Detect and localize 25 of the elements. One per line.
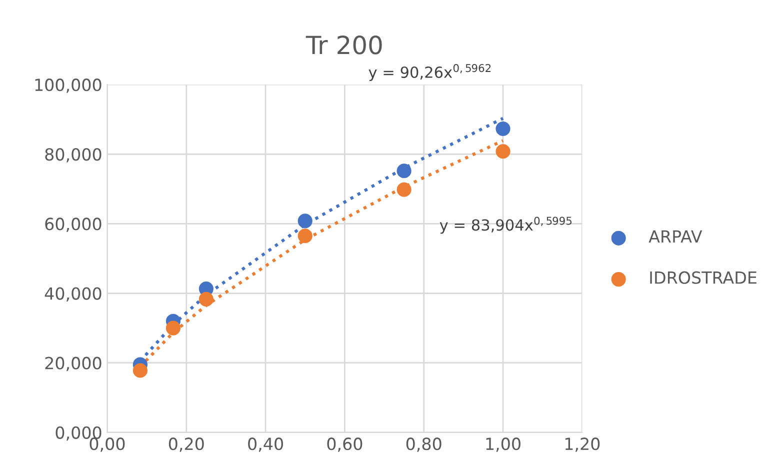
legend-label: ARPAV <box>648 230 702 243</box>
point <box>298 214 312 228</box>
point <box>132 363 148 378</box>
x-tick-label: 0,80 <box>406 438 442 452</box>
y-tick-label: 20,000 <box>45 356 102 372</box>
x-tick-label: 0,20 <box>168 438 204 452</box>
legend-label: IDROSTRADE <box>650 271 756 284</box>
y-tick-label: 40,000 <box>44 287 102 302</box>
point <box>298 228 312 244</box>
annotation: y = 83,904x$^{0,5995}$ <box>440 216 572 234</box>
point <box>396 164 412 178</box>
y-tick-label: 60,000 <box>45 218 102 232</box>
point <box>496 121 510 136</box>
point <box>496 144 510 159</box>
point <box>166 320 180 336</box>
y-tick-label: 80,000 <box>45 148 102 162</box>
text: y = 90,26x$^{0,5962}$ <box>368 64 491 81</box>
x-tick-label: 1,20 <box>565 438 600 452</box>
chart-title: Tr 200 <box>306 35 382 54</box>
x-tick-label: 0,40 <box>248 438 283 452</box>
x-tick-label: 1,00 <box>486 438 520 452</box>
x-tick-label: 0,60 <box>327 438 362 452</box>
y-tick-label: 100,000 <box>35 78 102 93</box>
point <box>396 182 412 197</box>
point <box>198 292 214 306</box>
